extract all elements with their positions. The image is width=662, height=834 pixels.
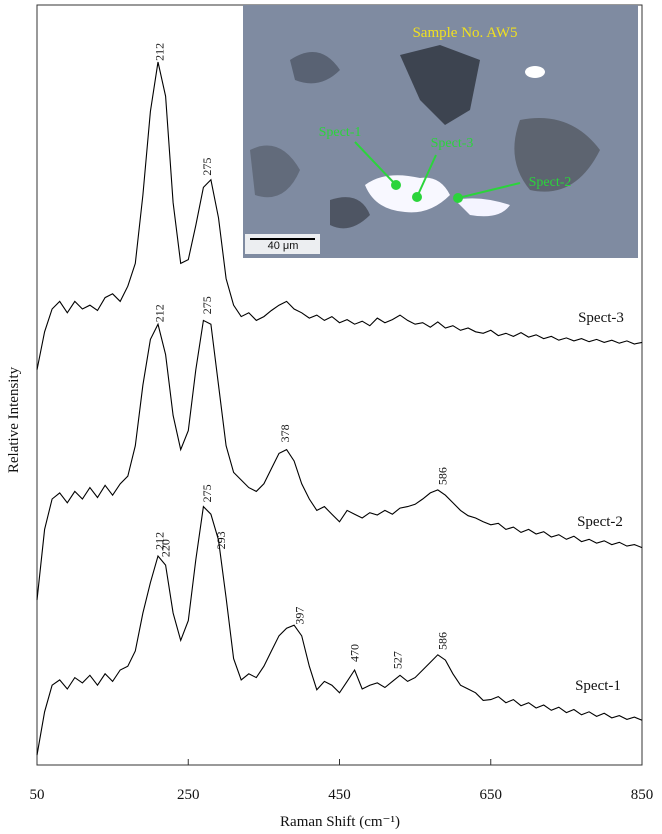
x-tick-label: 850 bbox=[631, 787, 654, 803]
spectrum-line bbox=[36, 319, 643, 601]
series-label: Spect-1 bbox=[575, 678, 621, 694]
peak-label: 212 bbox=[153, 304, 167, 322]
peak-label: 212 bbox=[153, 43, 167, 61]
inset-title: Sample No. AW5 bbox=[412, 25, 517, 41]
series-label: Spect-2 bbox=[577, 514, 623, 530]
series-label: Spect-3 bbox=[578, 310, 624, 326]
inset-label: Spect-1 bbox=[319, 125, 362, 140]
peak-label: 586 bbox=[435, 632, 449, 650]
peak-label: 527 bbox=[391, 651, 405, 669]
peak-label: 275 bbox=[200, 158, 214, 176]
peak-label: 220 bbox=[159, 539, 173, 557]
peak-label: 212 bbox=[153, 532, 167, 550]
inset-photo bbox=[243, 5, 638, 258]
x-tick-label: 50 bbox=[30, 787, 45, 803]
peak-label: 470 bbox=[348, 644, 362, 662]
peak-label: 275 bbox=[200, 296, 214, 314]
peak-label: 293 bbox=[214, 531, 228, 549]
spectrum-line bbox=[36, 61, 643, 370]
spectrum-line bbox=[36, 505, 643, 756]
inset-label: Spect-3 bbox=[431, 136, 474, 151]
inset-label: Spect-2 bbox=[529, 175, 572, 190]
x-tick-label: 250 bbox=[177, 787, 200, 803]
x-axis-label: Raman Shift (cm⁻¹) bbox=[280, 814, 400, 830]
peak-label: 378 bbox=[278, 424, 292, 442]
scale-bar-label: 40 μm bbox=[268, 240, 299, 252]
x-tick-label: 450 bbox=[328, 787, 351, 803]
peak-label: 397 bbox=[292, 607, 306, 625]
peak-label: 275 bbox=[200, 484, 214, 502]
y-axis-label: Relative Intensity bbox=[6, 366, 22, 473]
x-tick-label: 650 bbox=[480, 787, 503, 803]
peak-label: 586 bbox=[435, 467, 449, 485]
